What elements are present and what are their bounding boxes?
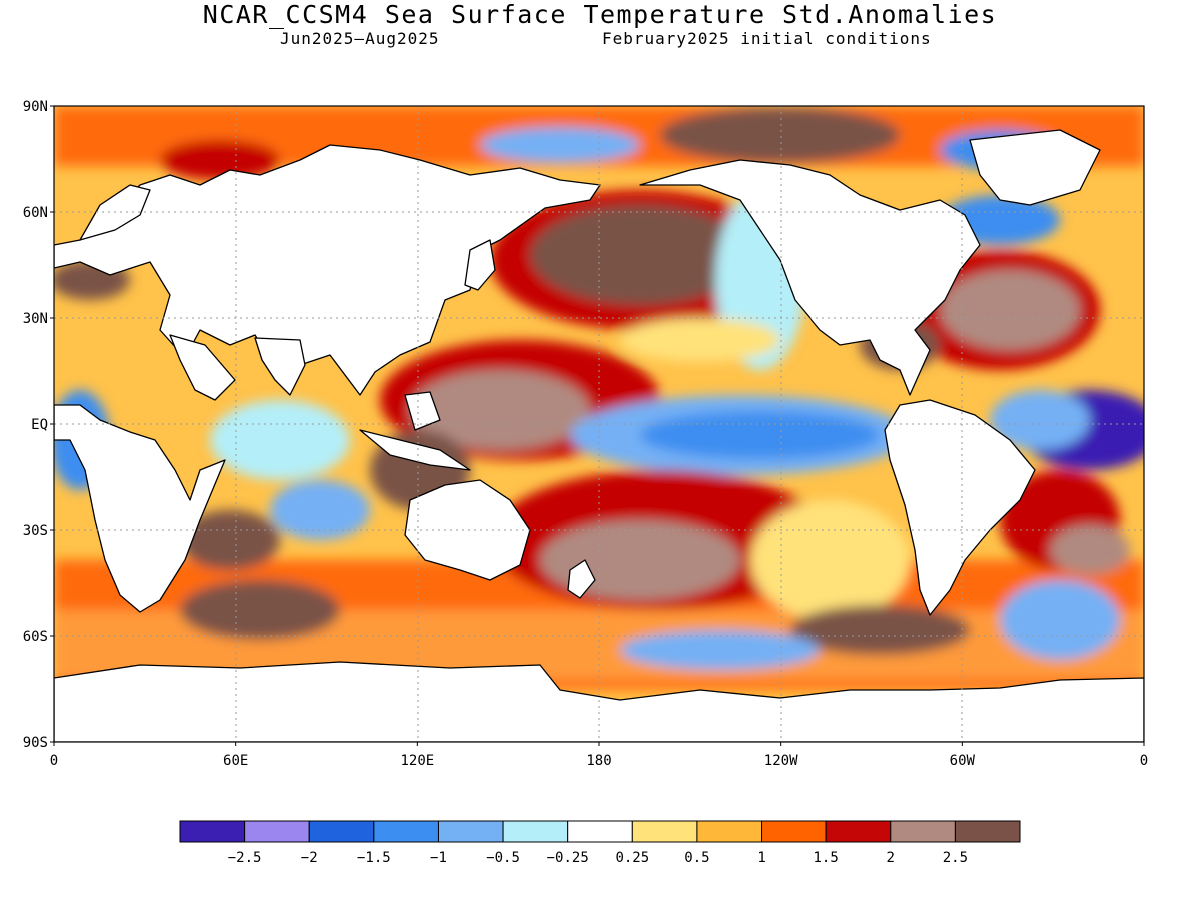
land-new-zealand	[567, 559, 596, 599]
landmasses	[54, 129, 1144, 742]
colorbar-swatch	[437, 820, 504, 843]
colorbar-label: −0.25	[547, 850, 589, 866]
lon-tick-label: 120E	[400, 753, 434, 769]
longitude-axis: 0 60E 120E 180 120W 60W 0	[50, 742, 1148, 769]
land-antarctica	[54, 661, 1144, 742]
map-title: NCAR_CCSM4 Sea Surface Temperature Std.A…	[202, 0, 998, 29]
forecast-period: Jun2025–Aug2025	[280, 29, 440, 48]
lon-tick-label: 180	[586, 753, 611, 769]
colorbar-swatch	[631, 820, 698, 843]
colorbar-swatch	[373, 820, 439, 843]
colorbar-swatch	[244, 820, 310, 843]
initial-conditions: February2025 initial conditions	[602, 29, 932, 48]
colorbar-label: −1	[430, 850, 447, 866]
lat-tick-label: 60S	[23, 629, 48, 645]
colorbar-label: −2.5	[228, 850, 262, 866]
colorbar-label: 1.5	[814, 850, 839, 866]
lat-tick-label: 60N	[23, 205, 48, 221]
colorbar-label: 2	[887, 850, 895, 866]
land-eurasia	[54, 144, 601, 396]
land-africa	[54, 404, 226, 613]
colorbar-label: −1.5	[357, 850, 391, 866]
lon-tick-label: 0	[1140, 753, 1148, 769]
lon-tick-label: 120W	[764, 753, 798, 769]
colorbar-label: 2.5	[943, 850, 968, 866]
colorbar-label: 0.5	[684, 850, 709, 866]
lat-tick-label: 90N	[23, 99, 48, 115]
map-grid	[54, 106, 1144, 742]
colorbar-label: −0.5	[486, 850, 520, 866]
land-greenland	[969, 129, 1101, 206]
colorbar-label: 0.25	[615, 850, 649, 866]
land-north-america	[639, 159, 981, 396]
latitude-axis: 90N 60N 30N EQ 30S 60S 90S	[23, 99, 54, 751]
land-india	[254, 337, 306, 396]
land-south-america	[884, 399, 1036, 616]
colorbar-swatch	[761, 820, 827, 843]
colorbar-label: −2	[301, 850, 318, 866]
lon-tick-label: 0	[50, 753, 58, 769]
lat-tick-label: EQ	[31, 417, 48, 433]
land-indonesia	[359, 429, 471, 471]
colorbar-swatch	[567, 820, 633, 843]
lat-tick-label: 30N	[23, 311, 48, 327]
land-borneo	[404, 391, 441, 431]
colorbar-swatch	[954, 820, 1021, 843]
lon-tick-label: 60W	[950, 753, 976, 769]
colorbar-swatch	[502, 820, 569, 843]
colorbar: −2.5 −2 −1.5 −1 −0.5 −0.25 0.25 0.5 1 1.5 2 2.5	[179, 820, 1021, 866]
colorbar-swatch	[825, 820, 892, 843]
lon-tick-label: 60E	[223, 753, 248, 769]
colorbar-label: 1	[757, 850, 765, 866]
colorbar-swatch	[890, 820, 956, 843]
land-arabia	[169, 334, 236, 401]
colorbar-swatch	[308, 820, 375, 843]
lat-tick-label: 30S	[23, 523, 48, 539]
colorbar-swatch	[179, 820, 246, 843]
land-japan	[464, 239, 496, 291]
lat-tick-label: 90S	[23, 735, 48, 751]
colorbar-swatch	[696, 820, 763, 843]
